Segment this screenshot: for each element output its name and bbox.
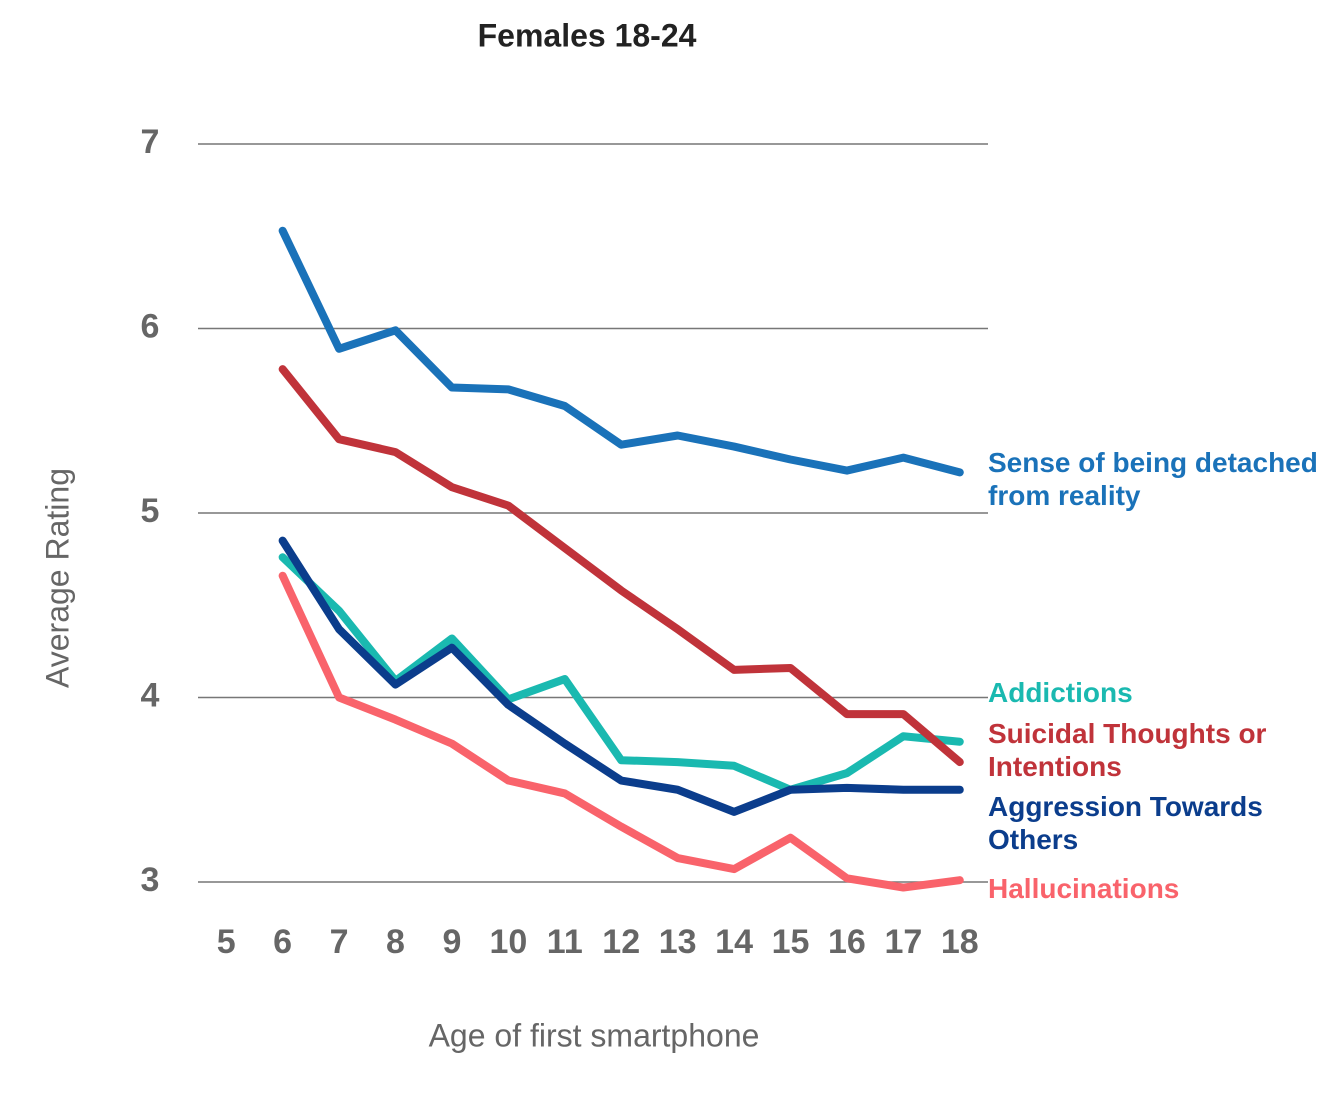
x-tick-label: 14 (715, 923, 753, 961)
x-tick-label: 8 (386, 923, 405, 961)
series-line (278, 365, 964, 767)
x-tick-label: 13 (659, 923, 697, 961)
y-tick-label: 5 (141, 492, 160, 530)
y-tick-label: 7 (141, 123, 160, 161)
chart-title: Females 18-24 (478, 17, 697, 53)
x-tick-label: 6 (273, 923, 292, 961)
x-tick-label: 12 (602, 923, 640, 961)
series-line (278, 226, 964, 477)
series-label: Suicidal Thoughts or Intentions (988, 718, 1267, 782)
y-tick-label: 3 (141, 861, 160, 899)
x-tick-label: 11 (547, 923, 583, 961)
x-tick-label: 17 (884, 923, 922, 961)
y-tick-label: 4 (141, 676, 160, 714)
x-tick-label: 10 (489, 923, 527, 961)
series-line (278, 536, 964, 816)
x-axis-label: Age of first smartphone (429, 1017, 760, 1053)
x-tick-label: 7 (330, 923, 349, 961)
series-label: Addictions (988, 677, 1133, 708)
y-axis-label: Average Rating (39, 468, 75, 688)
x-tick-label: 5 (217, 923, 236, 961)
series-line (278, 571, 964, 892)
series-label: Sense of being detached from reality (988, 447, 1318, 511)
x-tick-label: 16 (828, 923, 866, 961)
series-label: Hallucinations (988, 873, 1180, 904)
x-tick-label: 15 (772, 923, 810, 961)
x-tick-label: 18 (941, 923, 979, 961)
series-label: Aggression Towards Others (988, 791, 1263, 855)
y-tick-label: 6 (141, 307, 160, 345)
x-tick-label: 9 (442, 923, 461, 961)
